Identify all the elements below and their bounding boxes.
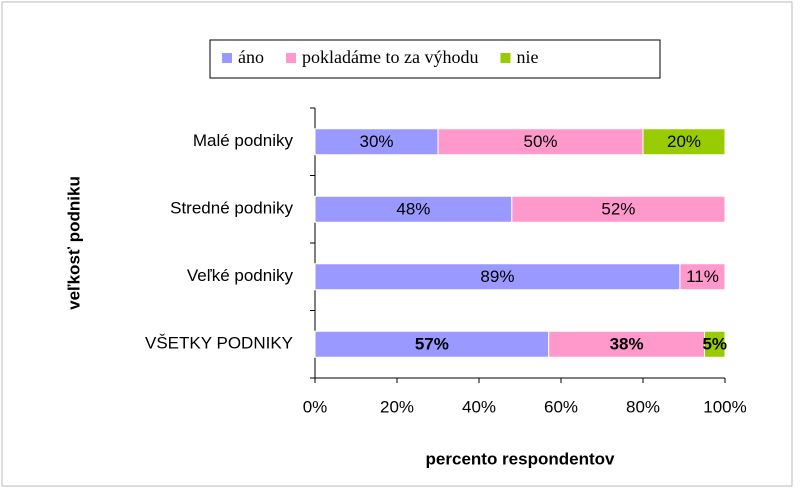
x-tick-label: 80% xyxy=(626,397,660,416)
legend-label: nie xyxy=(516,47,538,67)
y-tick-label: Stredné podniky xyxy=(170,199,293,218)
x-axis-title: percento respondentov xyxy=(426,449,615,468)
data-label: 48% xyxy=(396,200,430,219)
y-tick-label: Malé podniky xyxy=(193,131,294,150)
data-label: 30% xyxy=(359,132,393,151)
data-label: 50% xyxy=(523,132,557,151)
bar-segment xyxy=(437,128,644,156)
chart-frame xyxy=(1,1,793,487)
data-label: 52% xyxy=(601,200,635,219)
data-label: 89% xyxy=(480,267,514,286)
bar-segment xyxy=(642,128,726,156)
x-tick-label: 0% xyxy=(303,397,328,416)
y-tick-label: VŠETKY PODNIKY xyxy=(145,334,293,353)
bar-segment xyxy=(679,263,726,291)
legend-label: pokladáme to za výhodu xyxy=(302,47,478,67)
bar-segment xyxy=(704,330,726,358)
x-tick-label: 40% xyxy=(462,397,496,416)
data-label: 20% xyxy=(667,132,701,151)
data-label: 5% xyxy=(702,335,727,354)
legend-swatch xyxy=(500,53,511,63)
y-tick-label: Veľké podniky xyxy=(187,266,294,285)
data-label: 38% xyxy=(610,335,644,354)
legend-label: áno xyxy=(238,47,264,67)
y-axis-title: veľkosť podniku xyxy=(64,176,83,310)
data-label: 11% xyxy=(686,267,719,286)
legend-box xyxy=(209,39,661,79)
legend-swatch xyxy=(286,53,296,63)
bar-segment xyxy=(314,330,550,358)
data-label: 57% xyxy=(415,335,449,354)
bar-segment xyxy=(548,330,706,358)
bar-segment xyxy=(314,195,513,223)
legend-swatch xyxy=(222,53,232,63)
x-tick-label: 20% xyxy=(380,397,414,416)
x-tick-label: 60% xyxy=(544,397,578,416)
bar-segment xyxy=(314,128,439,156)
x-tick-label: 100% xyxy=(703,397,746,416)
bar-segment xyxy=(511,195,726,223)
